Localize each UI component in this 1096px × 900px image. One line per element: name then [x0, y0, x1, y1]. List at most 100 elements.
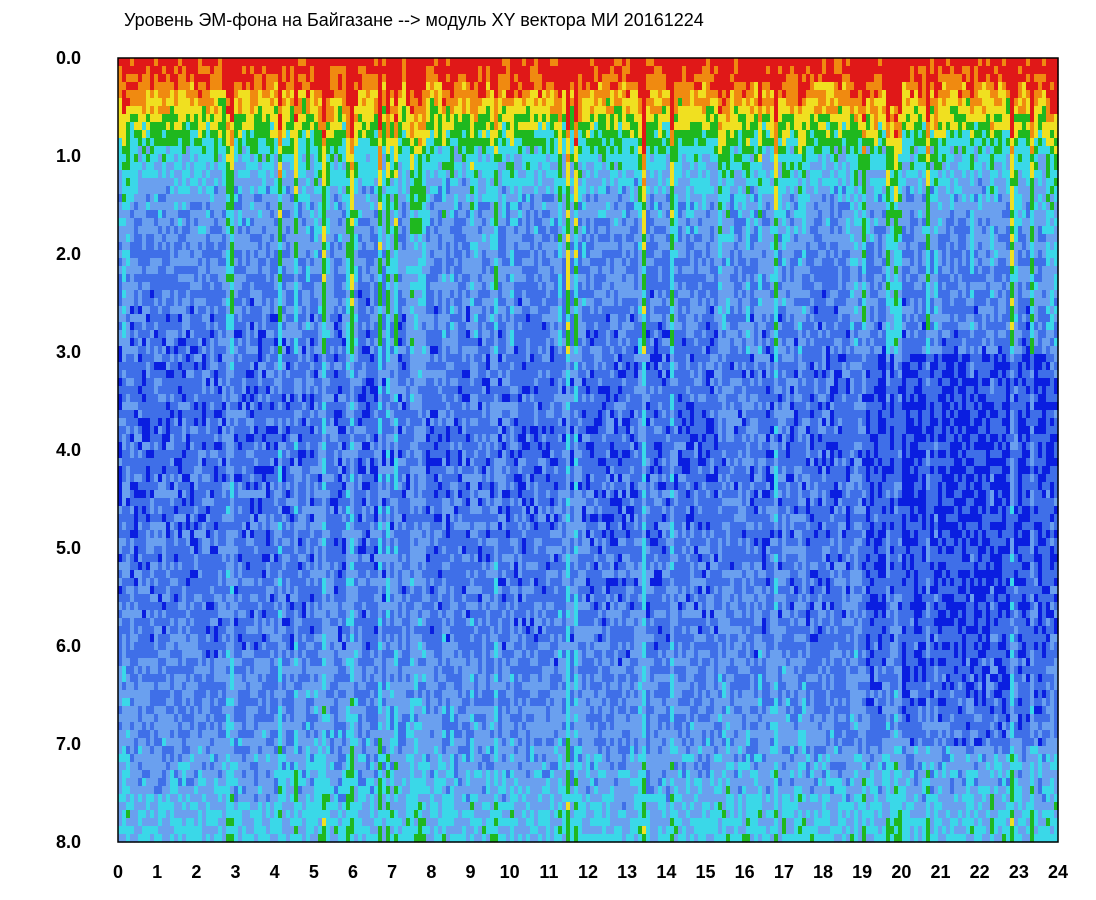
heatmap-cell	[818, 210, 823, 219]
heatmap-cell	[698, 114, 703, 123]
heatmap-cell	[426, 146, 431, 155]
heatmap-cell	[842, 114, 847, 123]
heatmap-cell	[918, 114, 923, 123]
heatmap-cell	[454, 162, 459, 171]
heatmap-cell	[878, 130, 883, 139]
heatmap-cell	[398, 66, 403, 75]
heatmap-cell	[918, 98, 923, 107]
heatmap-cell	[414, 202, 419, 211]
heatmap-cell	[958, 122, 963, 131]
heatmap-cell	[682, 202, 687, 211]
heatmap-cell	[154, 122, 159, 131]
heatmap-cell	[434, 146, 439, 155]
heatmap-cell	[674, 90, 679, 99]
heatmap-cell	[438, 170, 443, 179]
heatmap-cell	[978, 186, 983, 195]
heatmap-cell	[606, 106, 611, 115]
heatmap-cell	[438, 82, 443, 91]
heatmap-cell	[650, 82, 655, 91]
heatmap-cell	[774, 98, 779, 107]
heatmap-cell	[130, 218, 135, 227]
heatmap-cell	[934, 66, 939, 75]
heatmap-cell	[418, 106, 423, 115]
heatmap-cell	[838, 82, 843, 91]
heatmap-cell	[542, 98, 547, 107]
heatmap-cell	[222, 210, 227, 219]
heatmap-cell	[698, 178, 703, 187]
heatmap-cell	[190, 226, 195, 235]
heatmap-cell	[446, 98, 451, 107]
heatmap-cell	[434, 186, 439, 195]
heatmap-cell	[542, 218, 547, 227]
heatmap-cell	[862, 162, 867, 171]
heatmap-cell	[874, 162, 879, 171]
heatmap-cell	[418, 210, 423, 219]
heatmap-cell	[930, 98, 935, 107]
heatmap-cell	[470, 130, 475, 139]
heatmap-cell	[474, 186, 479, 195]
heatmap-cell	[130, 98, 135, 107]
heatmap-cell	[558, 170, 563, 179]
heatmap-cell	[426, 66, 431, 75]
heatmap-cell	[994, 74, 999, 83]
heatmap-cell	[878, 82, 883, 91]
heatmap-cell	[602, 210, 607, 219]
heatmap-cell	[934, 170, 939, 179]
heatmap-cell	[898, 66, 903, 75]
heatmap-cell	[162, 106, 167, 115]
heatmap-cell	[170, 194, 175, 203]
heatmap-cell	[358, 138, 363, 147]
heatmap-cell	[1010, 138, 1015, 147]
heatmap-cell	[626, 114, 631, 123]
heatmap-cell	[1006, 122, 1011, 131]
heatmap-cell	[694, 98, 699, 107]
heatmap-cell	[978, 122, 983, 131]
heatmap-cell	[870, 210, 875, 219]
heatmap-cell	[374, 90, 379, 99]
heatmap-cell	[866, 218, 871, 227]
heatmap-cell	[742, 98, 747, 107]
heatmap-cell	[850, 130, 855, 139]
heatmap-cell	[662, 90, 667, 99]
heatmap-cell	[574, 154, 579, 163]
heatmap-cell	[462, 106, 467, 115]
heatmap-cell	[178, 90, 183, 99]
heatmap-cell	[262, 122, 267, 131]
heatmap-cell	[338, 114, 343, 123]
heatmap-cell	[150, 66, 155, 75]
heatmap-cell	[334, 66, 339, 75]
heatmap-cell	[650, 114, 655, 123]
heatmap-cell	[310, 106, 315, 115]
heatmap-cell	[558, 114, 563, 123]
heatmap-cell	[198, 170, 203, 179]
heatmap-cell	[674, 162, 679, 171]
heatmap-cell	[390, 178, 395, 187]
heatmap-cell	[546, 170, 551, 179]
heatmap-cell	[490, 170, 495, 179]
heatmap-cell	[230, 58, 235, 67]
heatmap-cell	[430, 170, 435, 179]
heatmap-cell	[530, 202, 535, 211]
heatmap-cell	[258, 218, 263, 227]
heatmap-cell	[322, 162, 327, 171]
heatmap-cell	[758, 90, 763, 99]
heatmap-cell	[122, 122, 127, 131]
heatmap-cell	[614, 210, 619, 219]
heatmap-cell	[398, 138, 403, 147]
heatmap-cell	[926, 106, 931, 115]
heatmap-cell	[870, 186, 875, 195]
heatmap-cell	[814, 114, 819, 123]
heatmap-cell	[790, 202, 795, 211]
heatmap-cell	[714, 170, 719, 179]
heatmap-cell	[590, 82, 595, 91]
heatmap-cell	[702, 202, 707, 211]
heatmap-cell	[590, 210, 595, 219]
heatmap-cell	[962, 130, 967, 139]
heatmap-cell	[474, 58, 479, 67]
heatmap-cell	[278, 122, 283, 131]
heatmap-cell	[1042, 202, 1047, 211]
heatmap-cell	[574, 162, 579, 171]
heatmap-cell	[458, 122, 463, 131]
heatmap-cell	[178, 178, 183, 187]
heatmap-cell	[758, 218, 763, 227]
